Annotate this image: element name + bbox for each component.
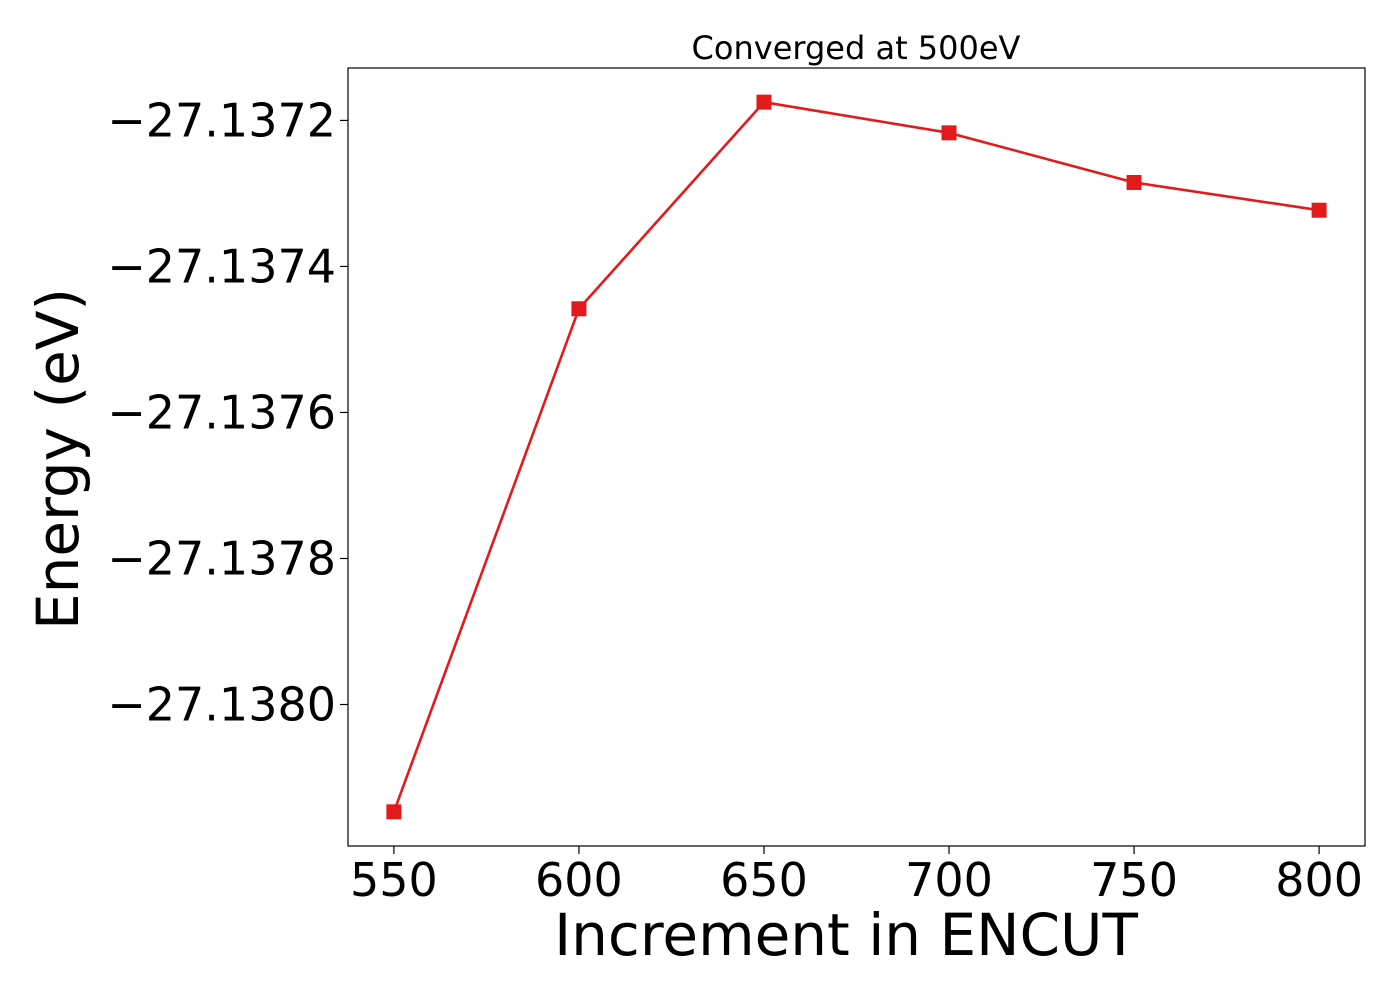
y-tick-label: −27.1376 — [107, 385, 336, 439]
chart-title: Converged at 500eV — [692, 29, 1021, 67]
x-tick-label: 600 — [535, 853, 623, 907]
data-point — [571, 301, 587, 317]
y-axis-label: Energy (eV) — [24, 288, 92, 630]
plot-frame — [347, 67, 1366, 847]
x-tick-label: 650 — [720, 853, 808, 907]
x-tick-label: 700 — [905, 853, 993, 907]
plot-area: 550 600 650 700 750 800 −27.1372−27.1374−27.1… — [107, 67, 1366, 907]
data-point — [941, 125, 957, 141]
y-tick-label: −27.1374 — [107, 239, 336, 293]
data-point — [386, 804, 402, 820]
x-axis: 550 600 650 700 750 800 — [350, 846, 1363, 907]
y-axis: −27.1372 −27.1374 −27.1376 −27.1378 −27.1380 — [107, 93, 348, 732]
x-tick-label: 550 — [350, 853, 438, 907]
data-point — [1311, 202, 1327, 218]
x-axis-label: Increment in ENCUT — [554, 901, 1138, 969]
x-tick-label: 750 — [1090, 853, 1178, 907]
x-tick-label: 800 — [1275, 853, 1363, 907]
y-tick-label: −27.1380 — [107, 678, 336, 732]
data-point — [756, 94, 772, 110]
y-tick-label: −27.1372 — [107, 93, 336, 147]
y-tick-label: −27.1378 — [107, 531, 336, 585]
data-point — [1126, 174, 1142, 190]
series-line — [392, 100, 1320, 813]
series-layer — [386, 94, 1327, 820]
